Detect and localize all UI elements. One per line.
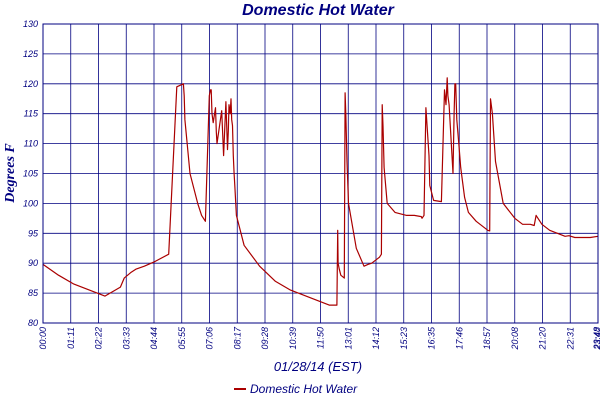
y-tick-label: 130	[23, 19, 38, 29]
x-tick-label: 03:33	[121, 327, 131, 350]
x-tick-label: 17:46	[454, 327, 464, 350]
legend: Domestic Hot Water	[234, 382, 358, 396]
x-tick-label: 20:08	[510, 327, 520, 351]
x-tick-label: 05:55	[177, 326, 187, 350]
grid	[43, 24, 599, 323]
x-tick-label: 02:22	[94, 327, 104, 350]
x-tick-label: 11:50	[316, 327, 326, 349]
y-tick-label: 85	[28, 288, 39, 298]
x-tick-label: 04:44	[149, 327, 159, 350]
plot-frame	[42, 23, 599, 324]
x-tick-label: 22:31	[565, 327, 575, 351]
y-tick-labels: 80 85 90 95 100 105 110 115 120 125 130	[23, 19, 39, 328]
y-tick-label: 80	[28, 318, 38, 328]
x-tick-label: 21:20	[538, 327, 548, 351]
y-tick-label: 120	[23, 79, 38, 89]
y-tick-label: 100	[23, 198, 38, 208]
x-tick-label: 08:17	[232, 326, 242, 350]
x-tick-label: 14:12	[371, 327, 381, 350]
y-tick-label: 110	[24, 139, 38, 149]
x-tick-label: 07:06	[205, 327, 215, 350]
y-tick-label: 105	[23, 169, 39, 179]
series-line-domestic-hot-water	[42, 77, 599, 306]
y-tick-label: 115	[24, 109, 39, 119]
y-tick-label: 125	[23, 49, 39, 59]
series-group	[42, 77, 599, 306]
y-tick-label: 90	[28, 258, 38, 268]
x-tick-label: 15:23	[399, 327, 409, 350]
x-tick-label: 18:57	[482, 326, 492, 350]
x-tick-label: 16:35	[427, 326, 437, 350]
y-tick-label: 95	[28, 228, 39, 238]
x-tick-label: 23:42	[593, 327, 600, 351]
x-tick-label: 00:00	[38, 327, 48, 350]
x-tick-labels: 00:00 01:11 02:22 03:33 04:44 05:55 07:06 08:17…	[38, 326, 600, 351]
x-tick-label: 13:01	[343, 327, 353, 350]
x-tick-label: 10:39	[288, 327, 298, 350]
x-tick-label: 23:48	[592, 327, 600, 351]
legend-label: Domestic Hot Water	[250, 382, 358, 396]
x-tick-label: 09:28	[260, 327, 270, 350]
chart-title: Domestic Hot Water	[242, 2, 395, 19]
x-tick-label: 01:11	[66, 327, 76, 349]
y-axis-label: Degrees F	[3, 143, 18, 204]
x-axis-label: 01/28/14 (EST)	[274, 359, 362, 374]
